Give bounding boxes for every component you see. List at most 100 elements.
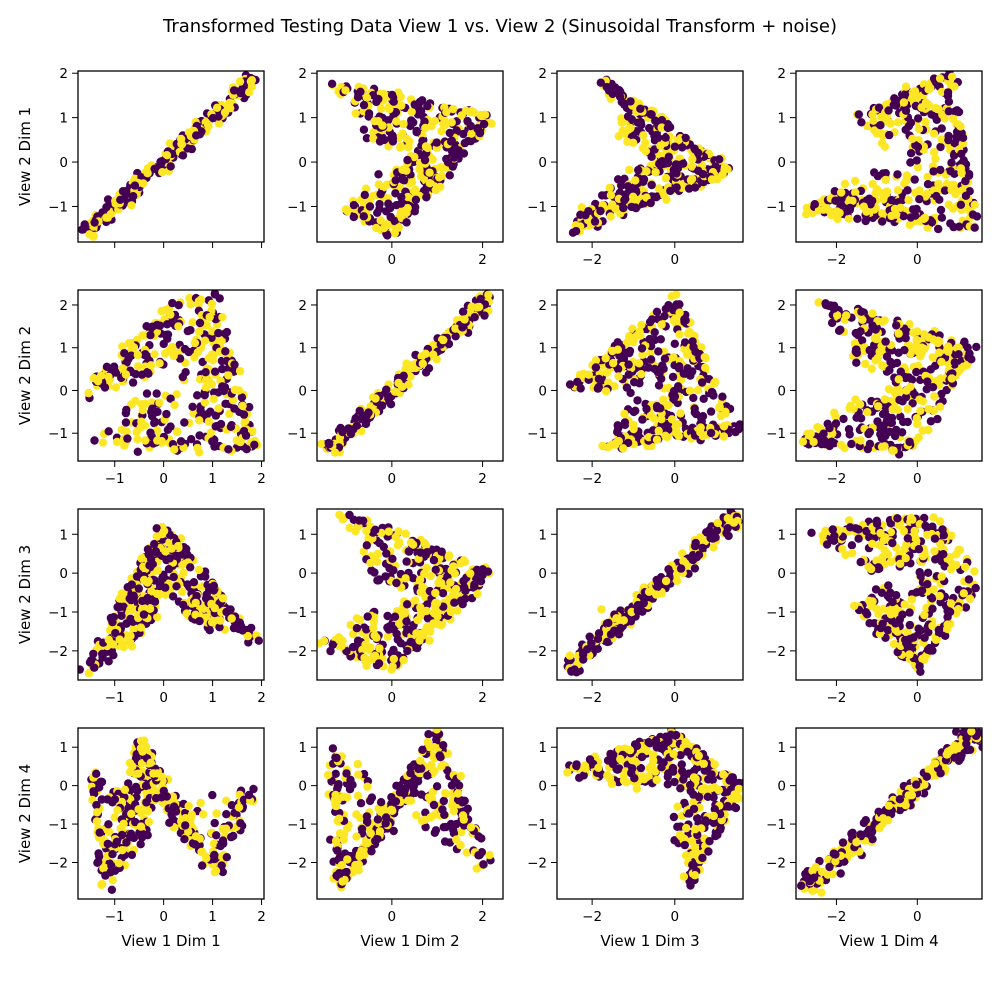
data-point — [939, 550, 948, 559]
data-point — [166, 422, 175, 431]
data-point — [126, 340, 136, 350]
data-point — [656, 141, 665, 150]
data-point — [957, 149, 966, 159]
data-point — [947, 374, 956, 383]
data-point — [707, 175, 717, 184]
data-point — [596, 78, 605, 87]
data-point — [920, 653, 929, 662]
data-point — [661, 133, 670, 142]
data-point — [153, 407, 162, 417]
data-point — [98, 649, 107, 659]
data-point — [200, 391, 209, 400]
data-point — [136, 623, 146, 632]
data-point — [910, 526, 919, 536]
data-point — [214, 404, 223, 413]
data-point — [830, 187, 839, 196]
data-point — [374, 659, 384, 668]
panel-frame — [77, 70, 265, 243]
data-point — [666, 186, 675, 196]
data-point — [913, 327, 922, 336]
data-point — [238, 626, 247, 635]
data-point — [110, 813, 119, 822]
data-point — [637, 344, 647, 353]
scatter-points — [565, 290, 743, 453]
data-point — [678, 549, 687, 558]
data-point — [182, 550, 192, 559]
data-point — [383, 611, 392, 621]
data-point — [651, 133, 661, 142]
data-point — [620, 195, 629, 205]
data-point — [418, 582, 427, 591]
data-point — [880, 142, 890, 151]
data-point — [629, 407, 638, 417]
data-point — [238, 401, 247, 411]
data-point — [608, 200, 617, 209]
data-point — [954, 350, 963, 359]
data-point — [902, 386, 911, 395]
data-point — [903, 627, 912, 637]
data-point — [362, 625, 371, 634]
data-point — [950, 358, 959, 367]
data-point — [814, 298, 823, 307]
data-point — [921, 117, 930, 127]
data-point — [646, 355, 656, 364]
data-point — [131, 754, 141, 763]
data-point — [116, 195, 125, 204]
data-point — [871, 189, 880, 198]
y-tick-label: 0 — [777, 383, 786, 399]
data-point — [916, 667, 925, 676]
data-point — [884, 581, 893, 590]
data-point — [170, 400, 179, 410]
data-point — [731, 427, 740, 437]
data-point — [444, 552, 453, 561]
data-point — [916, 571, 925, 581]
data-point — [243, 631, 252, 641]
data-point — [451, 584, 461, 594]
data-point — [949, 151, 959, 160]
panel-frame — [77, 508, 265, 681]
data-point — [644, 363, 653, 372]
data-point — [807, 528, 816, 537]
data-point — [173, 427, 182, 437]
data-point — [675, 330, 684, 339]
data-point — [918, 426, 927, 435]
data-point — [131, 817, 140, 827]
data-point — [218, 364, 227, 374]
x-tick-label: −1 — [105, 471, 125, 487]
data-point — [193, 391, 202, 400]
data-point — [630, 378, 639, 387]
data-point — [935, 402, 945, 411]
data-point — [360, 653, 369, 662]
data-point — [358, 645, 367, 654]
y-tick-label: 1 — [298, 527, 307, 543]
data-point — [926, 417, 936, 426]
data-point — [480, 311, 489, 320]
data-point — [865, 619, 874, 628]
data-point — [420, 569, 429, 578]
scatter-points — [563, 509, 743, 677]
data-point — [172, 390, 181, 399]
x-tick-label: 0 — [671, 252, 680, 268]
data-point — [894, 329, 903, 338]
data-point — [136, 840, 145, 849]
data-point — [187, 435, 196, 444]
data-point — [871, 585, 881, 594]
data-point — [880, 395, 890, 404]
data-point — [863, 444, 872, 454]
data-point — [609, 358, 618, 368]
scatter-points — [802, 71, 982, 234]
data-point — [420, 155, 430, 165]
data-point — [856, 436, 865, 445]
data-point — [386, 400, 396, 409]
data-point — [896, 559, 905, 568]
data-point — [428, 155, 437, 164]
data-point — [410, 100, 419, 109]
data-point — [911, 88, 920, 98]
data-point — [121, 370, 131, 379]
data-point — [345, 510, 354, 520]
data-point — [906, 149, 916, 158]
data-point — [868, 110, 877, 119]
data-point — [605, 183, 614, 193]
data-point — [910, 342, 919, 352]
data-point — [957, 168, 966, 178]
